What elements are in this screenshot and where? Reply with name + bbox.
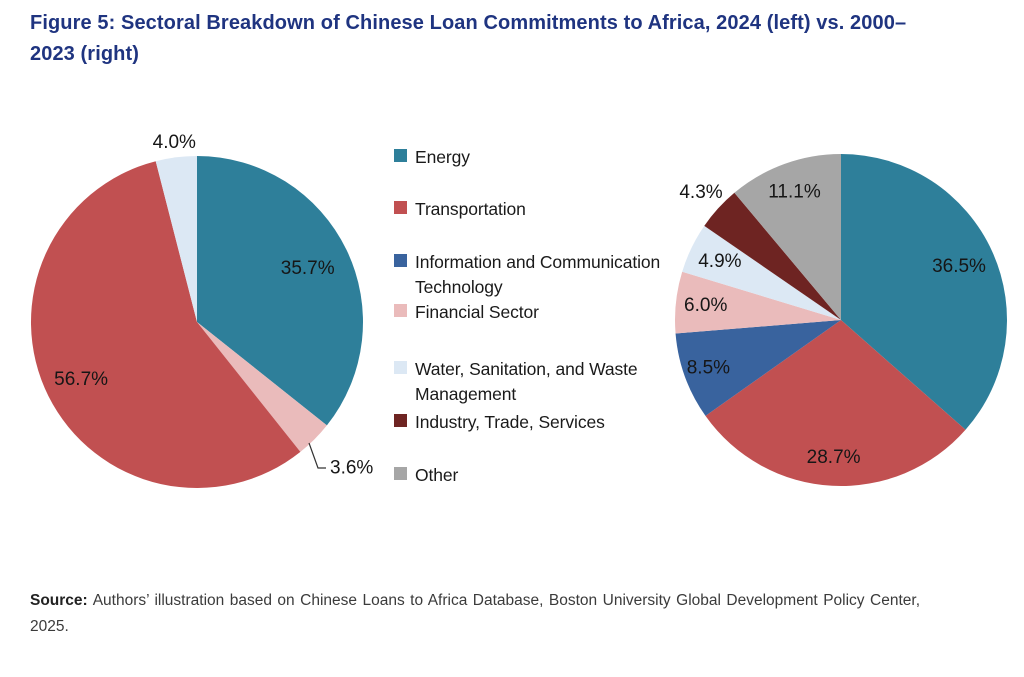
pie-slice-financial-sector <box>197 322 327 452</box>
legend-item-financial-sector: Financial Sector <box>394 300 670 325</box>
pie-slice-industry-trade-services <box>704 192 841 320</box>
legend-label-energy: Energy <box>415 147 470 167</box>
pie-label-transportation: 56.7% <box>54 369 108 390</box>
pie-slice-water-sanitation-and-waste-management <box>682 225 841 320</box>
pie-slice-other <box>734 154 841 320</box>
legend-item-water-sanitation: Water, Sanitation, and Waste Management <box>394 357 670 407</box>
legend-swatch-water-sanitation <box>394 361 407 374</box>
legend-item-transportation: Transportation <box>394 197 670 222</box>
pie-label-transportation: 28.7% <box>807 447 861 468</box>
pie-slice-transportation <box>705 320 966 487</box>
pie-slice-transportation <box>30 161 301 489</box>
pie-chart-2000-2023: 36.5% 28.7% 8.5% 6.0% 4.9% 4.3% 11.1% <box>674 154 1008 487</box>
pie-label-energy: 36.5% <box>932 256 986 277</box>
legend: Energy Transportation Information and Co… <box>394 130 666 490</box>
legend-label-industry-trade-services: Industry, Trade, Services <box>415 412 605 432</box>
legend-swatch-transportation <box>394 201 407 214</box>
pie-slice-information-and-communication-technology <box>675 320 841 416</box>
figure-title: Figure 5: Sectoral Breakdown of Chinese … <box>30 8 975 70</box>
legend-item-other: Other <box>394 463 670 488</box>
legend-label-ict: Information and Communication Technology <box>415 252 661 297</box>
pie-slice-water-sanitation-and-waste-management <box>155 156 197 322</box>
source-label: Source: <box>30 592 88 609</box>
pie-label-financial-sector: 3.6% <box>330 458 373 479</box>
figure-title-line1: Figure 5: Sectoral Breakdown of Chinese … <box>30 12 907 34</box>
legend-swatch-energy <box>394 149 407 162</box>
pie-label-other: 11.1% <box>768 182 821 203</box>
label-leader-line <box>308 442 326 469</box>
source-note: Source: Authors’ illustration based on Ch… <box>30 588 920 640</box>
legend-swatch-industry-trade-services <box>394 414 407 427</box>
legend-item-ict: Information and Communication Technology <box>394 250 670 300</box>
pie-label-financial-sector: 6.0% <box>684 295 727 316</box>
figure-title-line2: 2023 (right) <box>30 43 140 65</box>
pie-label-water-sanitation-and-waste-management: 4.0% <box>153 132 196 153</box>
pie-label-water-sanitation-and-waste-management: 4.9% <box>698 251 741 272</box>
pie-slice-financial-sector <box>674 271 841 334</box>
pie-label-information-and-communication-technology: 8.5% <box>687 358 730 379</box>
legend-swatch-other <box>394 467 407 480</box>
pie-slice-energy <box>197 156 364 426</box>
legend-label-transportation: Transportation <box>415 199 526 219</box>
legend-item-industry-trade-services: Industry, Trade, Services <box>394 410 670 435</box>
pie-label-energy: 35.7% <box>281 258 335 279</box>
legend-swatch-ict <box>394 254 407 267</box>
legend-label-financial-sector: Financial Sector <box>415 302 539 322</box>
pie-label-industry-trade-services: 4.3% <box>679 182 722 203</box>
legend-label-water-sanitation: Water, Sanitation, and Waste Management <box>415 359 638 404</box>
legend-label-other: Other <box>415 465 459 485</box>
pie-chart-2024: 35.7% 3.6% 56.7% 4.0% <box>30 132 373 489</box>
source-text: Authors’ illustration based on Chinese L… <box>30 592 920 635</box>
pie-slice-energy <box>841 154 1008 430</box>
legend-item-energy: Energy <box>394 145 670 170</box>
legend-swatch-financial-sector <box>394 304 407 317</box>
